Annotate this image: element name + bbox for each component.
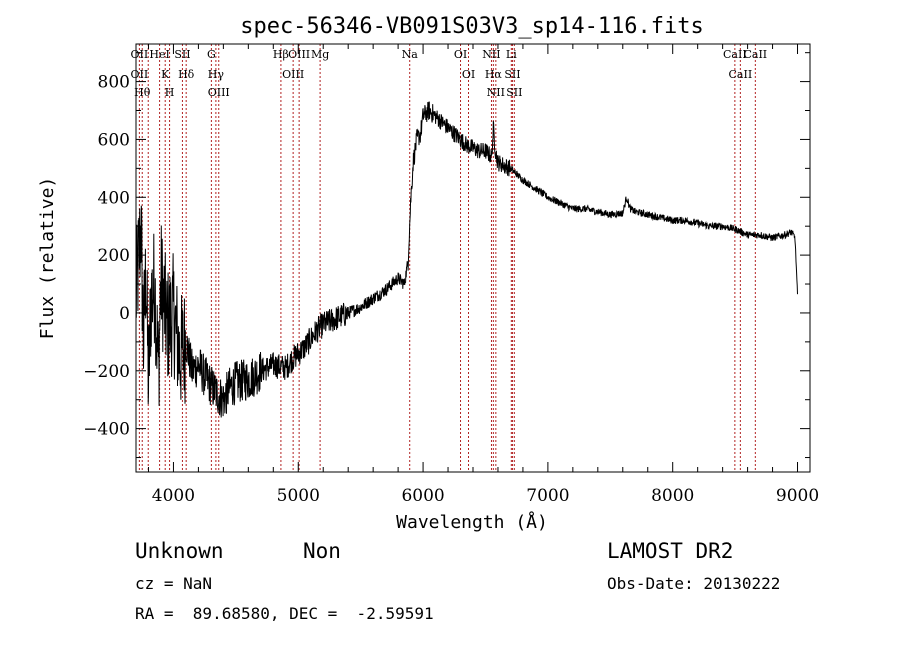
x-tick-label: 8000 (651, 486, 694, 506)
spectrum-line (135, 101, 798, 418)
emission-line-label: OIII (208, 86, 230, 99)
x-axis-label: Wavelength (Å) (396, 511, 548, 533)
emission-line-label: G (207, 48, 216, 61)
emission-line-label: SII (504, 68, 520, 81)
chart-title: spec-56346-VB091S03V3_sp14-116.fits (240, 14, 704, 39)
y-axis-label: Flux (relative) (37, 177, 58, 340)
emission-line-label: OII (131, 48, 149, 61)
x-axis: 4000 5000 6000 7000 8000 9000 (147, 44, 819, 506)
emission-line-label: CaII (723, 48, 747, 61)
emission-line-label: H (165, 86, 175, 99)
x-tick-label: 5000 (277, 486, 320, 506)
emission-line-label: Hθ (134, 86, 151, 99)
y-tick-label: 600 (98, 130, 130, 150)
x-tick-label: 6000 (401, 486, 444, 506)
emission-line-label: OI (454, 48, 467, 61)
x-tick-label: 9000 (776, 486, 819, 506)
subclass-label: Non (303, 539, 341, 563)
emission-line-label: Li (506, 48, 517, 61)
emission-line-markers (138, 44, 756, 472)
emission-line-label: OIII (288, 48, 310, 61)
x-tick-label: 4000 (152, 486, 195, 506)
emission-line-label: K (161, 68, 170, 81)
emission-line-label: Mg (311, 48, 329, 61)
emission-line-label: OI (462, 68, 475, 81)
redshift-label: cz = NaN (135, 574, 213, 593)
emission-line-label: CaII (743, 48, 767, 61)
class-label: Unknown (135, 539, 224, 563)
emission-line-label: HeI (149, 48, 169, 61)
y-axis: −400 −200 0 200 400 600 800 (83, 52, 810, 459)
emission-line-label: Hγ (208, 68, 225, 81)
emission-line-label: Hα (485, 68, 503, 81)
emission-line-label: Hβ (273, 48, 289, 61)
emission-line-label: Hδ (178, 68, 195, 81)
emission-line-label: SII (506, 86, 522, 99)
emission-line-label: NII (487, 86, 505, 99)
plot-frame (135, 43, 811, 473)
obs-date-label: Obs-Date: 20130222 (607, 574, 781, 593)
survey-label: LAMOST DR2 (607, 539, 734, 563)
y-tick-label: 200 (98, 246, 130, 266)
y-tick-label: 400 (98, 188, 130, 208)
emission-line-label: OIII (282, 68, 304, 81)
coordinates-label: RA = 89.68580, DEC = -2.59591 (135, 604, 434, 623)
emission-line-label: Na (402, 48, 419, 61)
x-tick-label: 7000 (526, 486, 569, 506)
y-tick-label: −200 (83, 362, 130, 382)
emission-line-label: NII (482, 48, 500, 61)
emission-line-label: OII (131, 68, 149, 81)
y-tick-label: −400 (83, 420, 130, 440)
y-tick-label: 0 (119, 304, 130, 324)
emission-line-label: CaII (729, 68, 753, 81)
y-tick-label: 800 (98, 73, 130, 93)
emission-line-label: SII (174, 48, 190, 61)
